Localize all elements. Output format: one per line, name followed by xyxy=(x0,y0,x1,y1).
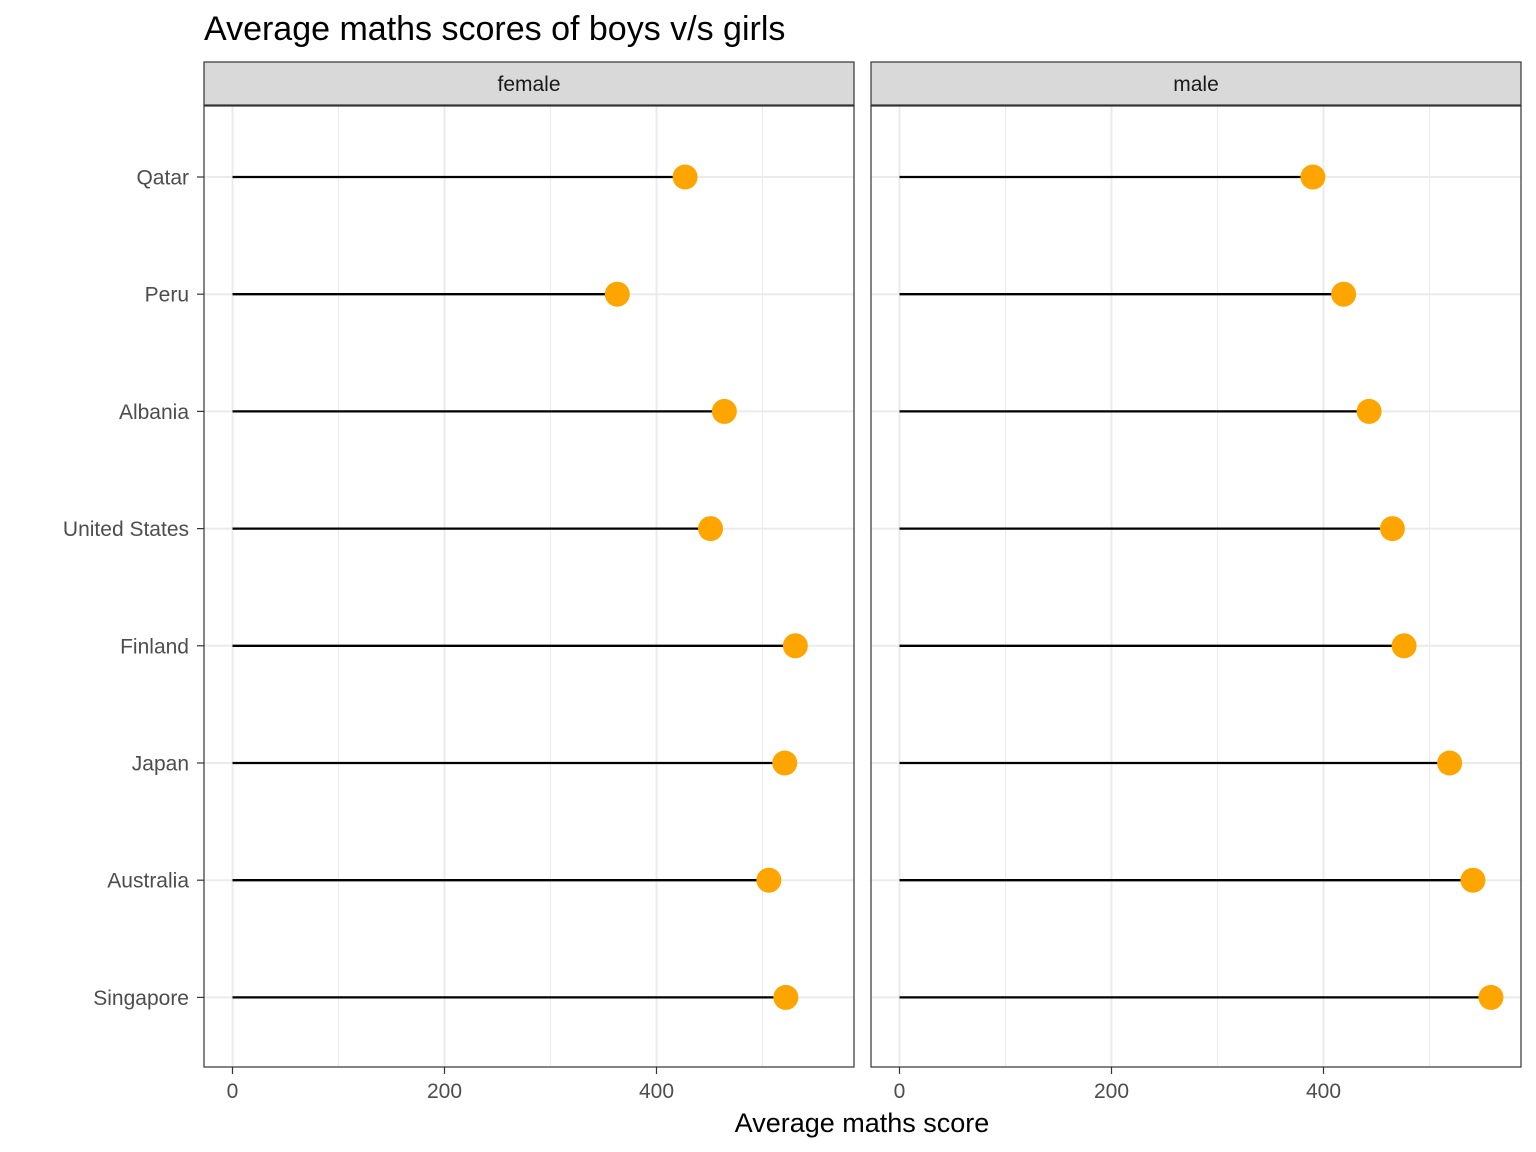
x-tick-label: 200 xyxy=(1094,1080,1129,1103)
y-tick-label: Japan xyxy=(132,753,189,776)
facet-label-male: male xyxy=(1173,73,1219,96)
lollipop-point xyxy=(711,398,737,424)
facet-label-female: female xyxy=(497,73,560,96)
y-tick-label: Albania xyxy=(119,401,189,424)
lollipop-point xyxy=(1356,398,1382,424)
facet-panels: female 0 200 400 Qatar Peru Albania United Stat… xyxy=(63,61,1522,1103)
facet-strip-female xyxy=(203,61,855,106)
lollipop-point xyxy=(1437,750,1463,776)
y-tick-label: Peru xyxy=(145,284,189,307)
facet-strip-male xyxy=(870,61,1522,106)
panel-background xyxy=(204,106,854,1067)
lollipop-point xyxy=(604,281,630,307)
y-tick-label: Finland xyxy=(120,635,189,658)
panel-female: female 0 200 400 Qatar Peru Albania United Stat… xyxy=(63,61,855,1103)
lollipop-point xyxy=(1460,867,1486,893)
chart-title: Average maths scores of boys v/s girls xyxy=(204,10,785,48)
x-tick-label: 400 xyxy=(639,1080,674,1103)
lollipop-point xyxy=(1391,633,1417,659)
lollipop-point xyxy=(1300,164,1326,190)
x-tick-label: 200 xyxy=(427,1080,462,1103)
x-axis-title: Average maths score xyxy=(735,1108,990,1138)
lollipop-point xyxy=(772,750,798,776)
lollipop-point xyxy=(782,633,808,659)
panel-male: male 0 200 400 xyxy=(870,61,1522,1103)
x-tick-label: 400 xyxy=(1306,1080,1341,1103)
x-tick-label: 0 xyxy=(894,1080,906,1103)
y-tick-label: Qatar xyxy=(136,167,189,190)
panel-border xyxy=(870,105,1522,1068)
y-tick-label: Australia xyxy=(107,870,189,893)
lollipop-point xyxy=(756,867,782,893)
lollipop-point xyxy=(698,516,724,542)
y-tick-label: United States xyxy=(63,518,189,541)
lollipop-point xyxy=(1478,984,1504,1010)
lollipop-point xyxy=(1331,281,1357,307)
lollipop-point xyxy=(672,164,698,190)
y-tick-label: Singapore xyxy=(93,987,189,1010)
x-tick-label: 0 xyxy=(227,1080,239,1103)
panel-border xyxy=(203,105,855,1068)
panel-background xyxy=(871,106,1521,1067)
lollipop-point xyxy=(1379,516,1405,542)
lollipop-point xyxy=(773,984,799,1010)
